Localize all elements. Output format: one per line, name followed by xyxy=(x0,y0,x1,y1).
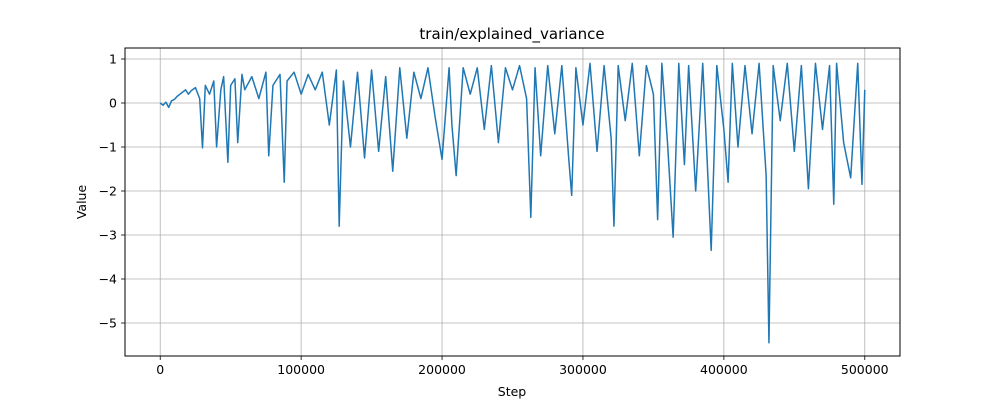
x-tick-label: 0 xyxy=(156,362,164,377)
x-tick-label: 300000 xyxy=(559,362,607,377)
x-tick-label: 100000 xyxy=(277,362,325,377)
y-tick-label: −3 xyxy=(99,228,117,243)
y-axis-label: Value xyxy=(74,185,89,220)
x-tick-label: 200000 xyxy=(418,362,466,377)
plot-frame xyxy=(124,47,901,357)
x-tick-label: 400000 xyxy=(700,362,748,377)
y-tick-label: 0 xyxy=(109,96,117,111)
y-tick-label: −4 xyxy=(99,272,117,287)
y-tick-label: −1 xyxy=(99,140,117,155)
chart-title: train/explained_variance xyxy=(419,25,604,44)
y-tick-label: 1 xyxy=(109,52,117,67)
x-axis-label: Step xyxy=(498,384,527,399)
x-tick-label: 500000 xyxy=(841,362,889,377)
axis-ticks: 0 100000 200000 300000 400000 500000 1 0 −1 −2 −3 −… xyxy=(99,52,889,378)
y-tick-label: −2 xyxy=(99,184,117,199)
series-line-0 xyxy=(159,62,866,344)
series-layer xyxy=(159,62,866,344)
y-tick-label: −5 xyxy=(99,316,117,331)
